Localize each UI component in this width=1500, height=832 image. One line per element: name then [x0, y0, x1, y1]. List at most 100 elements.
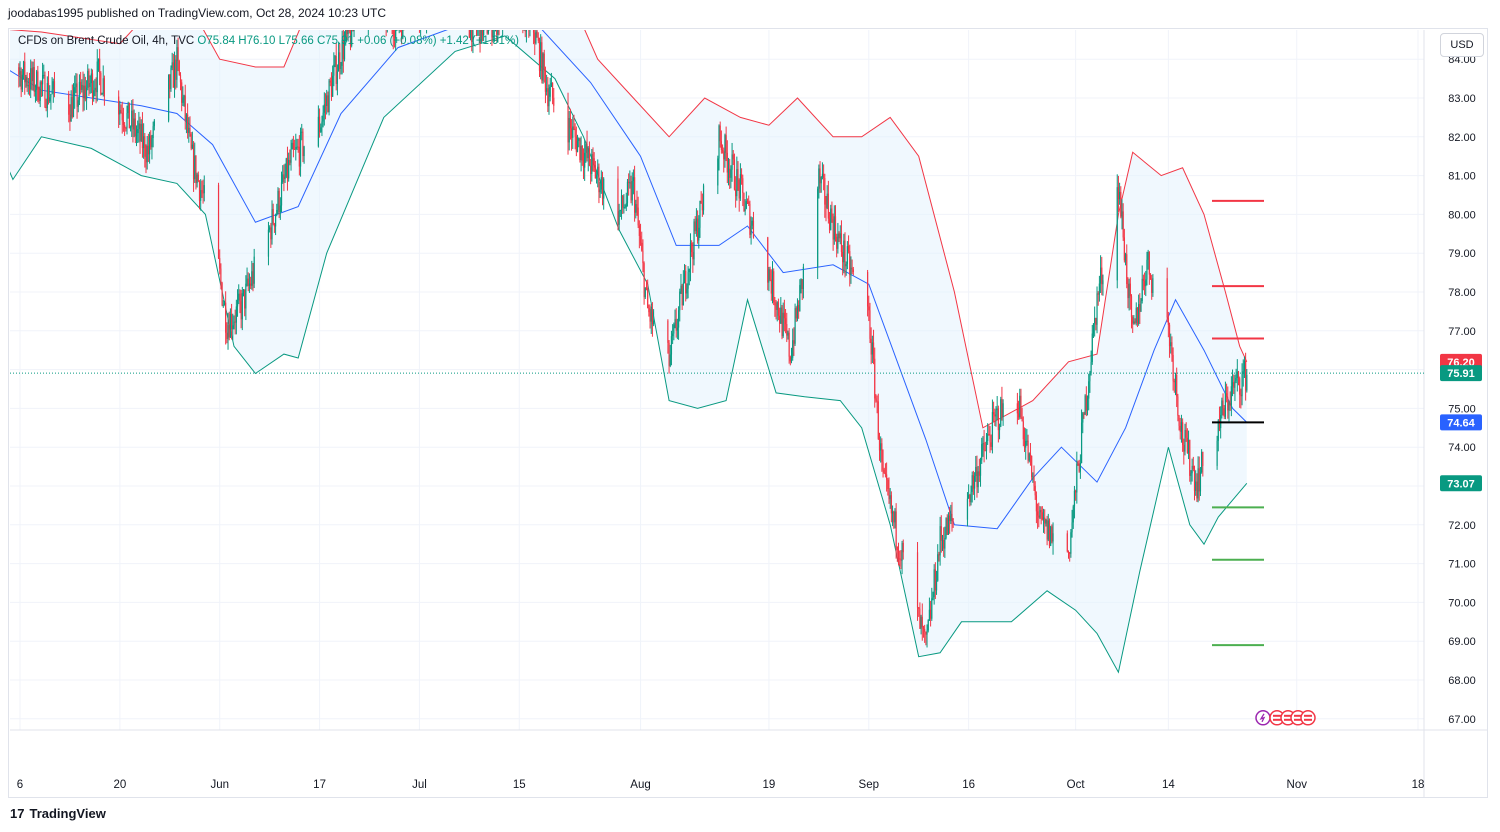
candle-body — [771, 271, 774, 294]
candle-body — [492, 30, 494, 38]
candle-body — [1071, 522, 1073, 533]
candle-body — [827, 193, 829, 219]
chart-frame[interactable] — [8, 28, 1488, 798]
candle-body — [334, 56, 336, 65]
candle-body — [622, 195, 624, 208]
candle-body — [2, 44, 3, 57]
candle-body — [795, 308, 797, 319]
candle-body — [874, 358, 876, 399]
candle-body — [1239, 378, 1241, 395]
candle-body — [688, 268, 690, 273]
time-tick-label: 19 — [763, 779, 776, 791]
candle-body — [935, 580, 938, 591]
candle-body — [1095, 317, 1097, 325]
candle-body — [1230, 386, 1232, 406]
candle-body — [388, 3, 389, 8]
candle-body — [337, 52, 340, 72]
candle-body — [1067, 551, 1070, 553]
candle-body — [930, 609, 932, 619]
candle-body — [1185, 430, 1187, 438]
candle-body — [631, 181, 633, 201]
candle-body — [469, 30, 472, 38]
candle-body — [541, 42, 543, 81]
candle-body — [134, 118, 136, 137]
candle-body — [581, 145, 583, 161]
candle-body — [1127, 283, 1129, 299]
candle-body — [1052, 533, 1054, 542]
candle-body — [701, 203, 703, 211]
candle-body — [620, 195, 623, 210]
candle-body — [234, 321, 236, 323]
candle-body — [21, 74, 23, 90]
candle-body — [1086, 398, 1089, 411]
candle-body — [846, 246, 848, 265]
candle-body — [173, 59, 176, 88]
candle-body — [746, 201, 749, 203]
candle-body — [468, 30, 470, 38]
candle-body — [189, 127, 191, 135]
candle-body — [80, 81, 82, 90]
candle-body — [1148, 251, 1150, 275]
candle-body — [819, 168, 821, 184]
candle-body — [332, 75, 334, 97]
candle-body — [642, 250, 644, 264]
candle-body — [619, 209, 621, 212]
candle-body — [736, 169, 738, 197]
candle-body — [425, 11, 426, 21]
candle-body — [580, 145, 582, 161]
candle-body — [30, 68, 32, 90]
candle-body — [101, 93, 103, 95]
candle-body — [780, 307, 782, 324]
candle-body — [68, 93, 70, 115]
candle-body — [94, 87, 96, 91]
candle-body — [838, 233, 840, 239]
candle-body — [126, 113, 128, 128]
candle-body — [421, 4, 422, 18]
candle-body — [738, 179, 740, 199]
candle-body — [471, 30, 473, 42]
candle-body — [685, 270, 687, 294]
candle-body — [824, 178, 826, 205]
candle-body — [500, 5, 501, 26]
candle-body — [896, 546, 898, 551]
candle-body — [88, 70, 90, 87]
candle-body — [1120, 191, 1122, 217]
chart-legend: CFDs on Brent Crude Oil, 4h, TVC O75.84 … — [18, 35, 519, 47]
candle-body — [547, 88, 549, 107]
candle-body — [899, 558, 901, 560]
candle-body — [893, 511, 895, 523]
candle-body — [752, 220, 755, 238]
candle-body — [1122, 211, 1124, 238]
candle-body — [18, 67, 20, 75]
candle-body — [694, 221, 696, 232]
candle-body — [39, 82, 41, 101]
candle-body — [382, 9, 383, 15]
candle-body — [787, 332, 789, 336]
price-tick-label: 79.00 — [1448, 248, 1476, 260]
candle-body — [595, 175, 598, 179]
candle-body — [740, 174, 743, 179]
candle-body — [851, 267, 853, 270]
candle-body — [1069, 552, 1071, 554]
currency-button[interactable]: USD — [1440, 33, 1484, 57]
candle-body — [531, 15, 532, 17]
candle-body — [203, 185, 205, 194]
candle-body — [200, 190, 202, 201]
candle-body — [53, 81, 56, 94]
candle-body — [1076, 463, 1078, 493]
candle-body — [400, 26, 401, 27]
candle-body — [699, 201, 701, 228]
candle-body — [737, 169, 739, 180]
candle-body — [940, 526, 942, 541]
candle-body — [419, 22, 420, 24]
candle-body — [283, 174, 285, 180]
candle-body — [1044, 517, 1046, 524]
candle-body — [1082, 413, 1084, 423]
candle-body — [1026, 440, 1028, 442]
candle-body — [187, 114, 189, 133]
candle-body — [1224, 393, 1227, 417]
candle-body — [601, 177, 604, 199]
candle-body — [575, 136, 577, 152]
candle-body — [70, 96, 72, 122]
